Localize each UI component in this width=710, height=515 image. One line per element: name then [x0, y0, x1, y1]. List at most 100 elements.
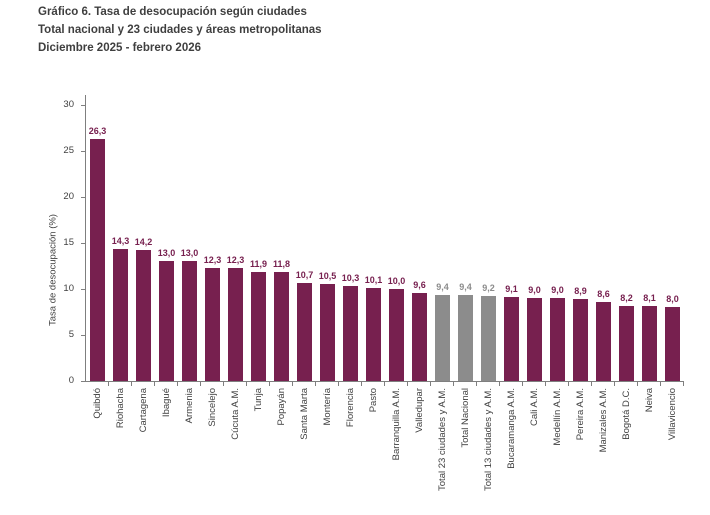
bar-cell: 8,9 [569, 105, 592, 381]
x-tick-label: Tunja [252, 388, 264, 412]
bar-cell: 10,1 [362, 105, 385, 381]
x-tick-mark [592, 382, 615, 386]
bar-value-label: 8,2 [620, 293, 633, 303]
bar-cell: 10,7 [293, 105, 316, 381]
bar [435, 295, 450, 381]
bar [113, 249, 128, 381]
x-label-cell: Villavicencio [661, 388, 684, 515]
bar-cell: 9,4 [454, 105, 477, 381]
x-tick-mark [385, 382, 408, 386]
x-tick-label: Barranquilla A.M. [390, 388, 402, 461]
x-tick-label: Neiva [643, 388, 655, 413]
bar [274, 272, 289, 381]
bar-value-label: 10,0 [387, 276, 406, 286]
bar [619, 306, 634, 381]
x-tick-mark [339, 382, 362, 386]
x-tick-mark [109, 382, 132, 386]
x-tick-label: Ibagué [160, 388, 172, 418]
bar-value-label: 11,8 [272, 259, 291, 269]
y-tick-label: 30 [63, 99, 74, 110]
x-tick-mark [569, 382, 592, 386]
chart-title-line1: Gráfico 6. Tasa de desocupación según ci… [38, 6, 307, 18]
x-label-cell: Medellín A.M. [546, 388, 569, 515]
bar [527, 298, 542, 381]
x-label-cell: Popayán [270, 388, 293, 515]
y-tick-label: 20 [63, 191, 74, 202]
bar-cell: 14,2 [132, 105, 155, 381]
bar-cell: 14,3 [109, 105, 132, 381]
bar-value-label: 10,7 [295, 270, 314, 280]
bar [297, 283, 312, 381]
bar-cell: 13,0 [155, 105, 178, 381]
bar-cell: 8,1 [638, 105, 661, 381]
y-axis-line [85, 95, 86, 382]
x-label-cell: Ibagué [155, 388, 178, 515]
x-tick-mark [224, 382, 247, 386]
x-tick-mark [661, 382, 684, 386]
y-tick-label: 25 [63, 145, 74, 156]
x-tick-label: Santa Marta [298, 388, 310, 440]
x-tick-mark [362, 382, 385, 386]
x-label-cell: Montería [316, 388, 339, 515]
x-label-cell: Barranquilla A.M. [385, 388, 408, 515]
x-tick-mark [615, 382, 638, 386]
bar [389, 289, 404, 381]
bar [573, 299, 588, 381]
x-tick-label: Popayán [275, 388, 287, 426]
x-tick-mark [523, 382, 546, 386]
x-tick-label: Pereira A.M. [574, 388, 586, 441]
x-tick-label: Cali A.M. [528, 388, 540, 427]
bar [182, 261, 197, 381]
x-tick-mark [316, 382, 339, 386]
bar-value-label: 10,5 [318, 271, 337, 281]
x-tick-mark [454, 382, 477, 386]
bar-cell: 8,2 [615, 105, 638, 381]
bar-value-label: 10,3 [341, 273, 360, 283]
x-tick-label: Cartagena [137, 388, 149, 433]
x-tick-mark [132, 382, 155, 386]
bar-value-label: 9,4 [436, 282, 449, 292]
bar [550, 298, 565, 381]
bar-value-label: 9,1 [505, 284, 518, 294]
x-tick-mark [477, 382, 500, 386]
x-tick-label: Villavicencio [666, 388, 678, 441]
x-label-cell: Manizales A.M. [592, 388, 615, 515]
x-tick-mark [270, 382, 293, 386]
x-tick-mark [247, 382, 270, 386]
x-label-cell: Cali A.M. [523, 388, 546, 515]
bar-value-label: 14,2 [134, 237, 153, 247]
bar [366, 288, 381, 381]
x-label-cell: Pereira A.M. [569, 388, 592, 515]
bars: 26,3 14,3 14,2 13,0 13,0 12,3 12,3 11,9 11,8 10,7… [86, 105, 684, 381]
x-tick-label: Cúcuta A.M. [229, 388, 241, 440]
bar-value-label: 8,0 [666, 294, 679, 304]
x-label-cell: Valledupar [408, 388, 431, 515]
bar-cell: 13,0 [178, 105, 201, 381]
x-axis-ticks [86, 382, 684, 386]
x-axis-line [85, 381, 684, 382]
x-label-cell: Tunja [247, 388, 270, 515]
x-tick-mark [408, 382, 431, 386]
x-label-cell: Total 13 ciudades y A.M. [477, 388, 500, 515]
x-tick-label: Quibdó [91, 388, 103, 419]
bar [642, 306, 657, 381]
bar [504, 297, 519, 381]
bar [412, 293, 427, 381]
bar-cell: 9,1 [500, 105, 523, 381]
x-tick-mark [86, 382, 109, 386]
bar-cell: 8,6 [592, 105, 615, 381]
chart-title-line2: Total nacional y 23 ciudades y áreas met… [38, 24, 322, 36]
bar-value-label: 8,1 [643, 293, 656, 303]
x-tick-mark [201, 382, 224, 386]
bar [90, 139, 105, 381]
x-label-cell: Santa Marta [293, 388, 316, 515]
x-tick-mark [500, 382, 523, 386]
x-label-cell: Quibdó [86, 388, 109, 515]
x-tick-label: Pasto [367, 388, 379, 413]
x-tick-label: Sincelejo [206, 388, 218, 427]
y-axis-title: Tasa de desocupación (%) [47, 214, 59, 326]
bar-value-label: 12,3 [203, 255, 222, 265]
bar-value-label: 9,2 [482, 283, 495, 293]
x-label-cell: Neiva [638, 388, 661, 515]
